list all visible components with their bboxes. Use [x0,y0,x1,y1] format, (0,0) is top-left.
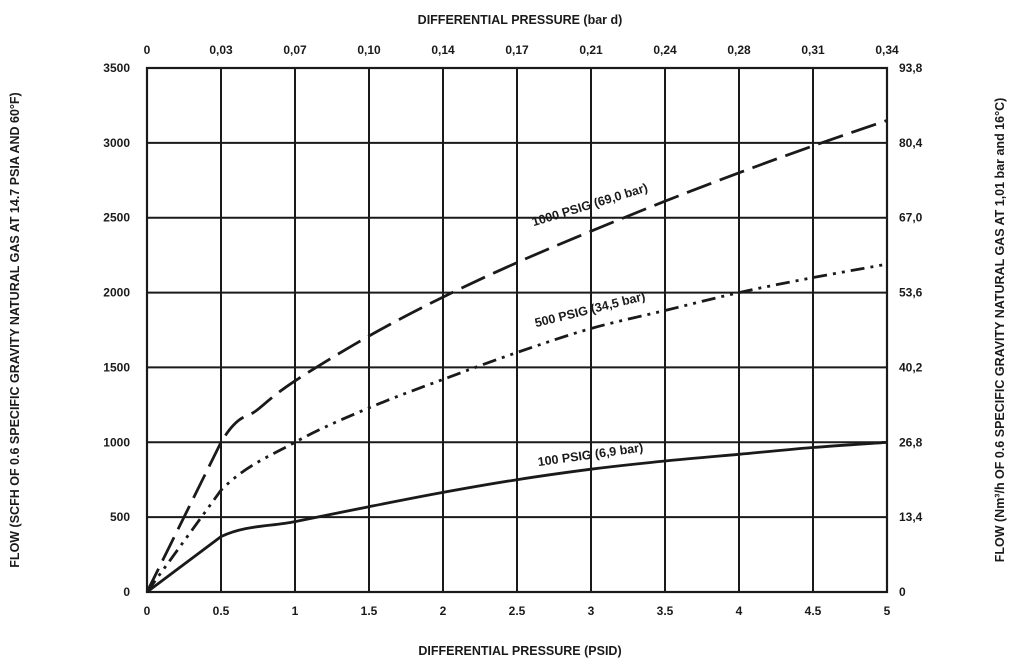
right-tick-label: 0 [899,585,906,599]
left-tick-label: 1000 [103,435,130,449]
right-tick-label: 53,6 [899,286,923,300]
top-tick-label: 0,31 [801,43,825,57]
left-tick-label: 2000 [103,286,130,300]
left-axis-title: FLOW (SCFH OF 0.6 SPECIFIC GRAVITY NATUR… [8,92,22,567]
bottom-tick-label: 4.5 [805,604,822,618]
grid [146,67,888,593]
top-tick-label: 0,03 [209,43,233,57]
left-tick-label: 2500 [103,211,130,225]
top-tick-labels: 0 0,03 0,07 0,10 0,14 0,17 0,21 0,24 0,28 0,31 0,3… [144,43,899,57]
bottom-tick-label: 5 [884,604,891,618]
left-tick-label: 3000 [103,136,130,150]
top-tick-label: 0,34 [875,43,899,57]
bottom-tick-label: 2 [440,604,447,618]
bottom-tick-label: 1 [292,604,299,618]
top-tick-label: 0,14 [431,43,455,57]
right-tick-label: 13,4 [899,510,923,524]
bottom-tick-label: 0 [144,604,151,618]
bottom-tick-label: 3.5 [657,604,674,618]
series-label-0: 1000 PSIG (69,0 bar) [530,181,649,230]
left-tick-label: 0 [123,585,130,599]
top-tick-label: 0,28 [727,43,751,57]
right-tick-labels: 0 13,4 26,8 40,2 53,6 67,0 80,4 93,8 [899,61,923,599]
top-tick-label: 0,17 [505,43,529,57]
right-tick-label: 80,4 [899,136,923,150]
top-tick-label: 0 [144,43,151,57]
series-line-1 [145,262,888,593]
series-line-0 [145,119,888,593]
left-tick-labels: 0 500 1000 1500 2000 2500 3000 3500 [103,61,130,599]
series-labels: 1000 PSIG (69,0 bar)500 PSIG (34,5 bar)1… [530,181,649,469]
top-axis-title: DIFFERENTIAL PRESSURE (bar d) [418,13,623,27]
left-tick-label: 3500 [103,61,130,75]
top-tick-label: 0,24 [653,43,677,57]
series-line-2 [146,440,888,594]
bottom-tick-label: 1.5 [361,604,378,618]
right-tick-label: 67,0 [899,211,923,225]
bottom-tick-labels: 0 0.5 1 1.5 2 2.5 3 3.5 4 4.5 5 [144,604,891,618]
bottom-tick-label: 0.5 [213,604,230,618]
bottom-tick-label: 3 [588,604,595,618]
bottom-tick-label: 4 [736,604,743,618]
right-tick-label: 93,8 [899,61,923,75]
top-tick-label: 0,10 [357,43,381,57]
left-tick-label: 500 [110,510,130,524]
right-tick-label: 26,8 [899,435,923,449]
top-tick-label: 0,07 [283,43,307,57]
series-curves [145,119,888,594]
bottom-axis-title: DIFFERENTIAL PRESSURE (PSID) [418,644,621,658]
right-tick-label: 40,2 [899,360,923,374]
top-tick-label: 0,21 [579,43,603,57]
plot-frame [145,66,889,594]
bottom-tick-label: 2.5 [509,604,526,618]
left-tick-label: 1500 [103,360,130,374]
right-axis-title: FLOW (Nm³/h OF 0.6 SPECIFIC GRAVITY NATU… [993,98,1007,563]
